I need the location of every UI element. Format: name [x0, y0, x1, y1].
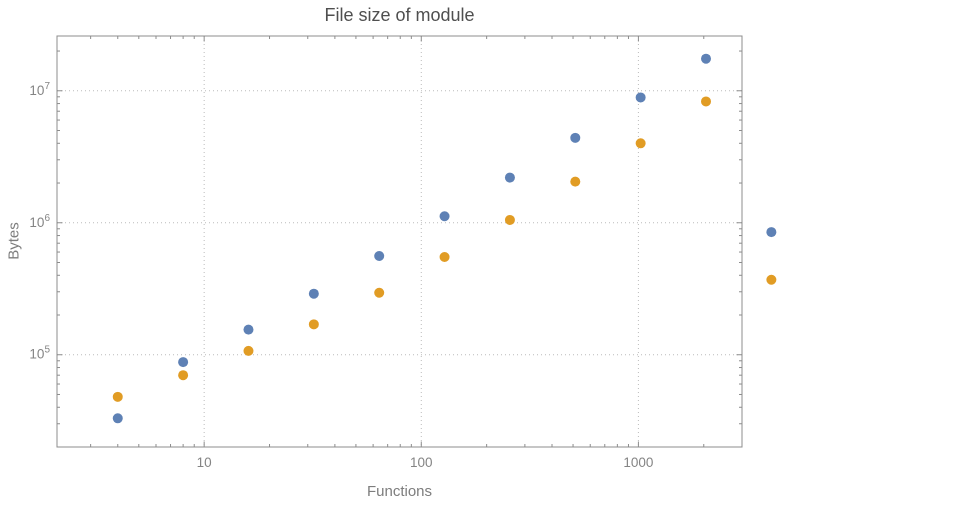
data-point-series-orange: [504, 214, 515, 225]
data-point-series-orange: [178, 370, 189, 381]
x-tick-label: 100: [410, 455, 433, 470]
data-point-series-blue: [504, 172, 515, 183]
data-point-series-blue: [243, 324, 254, 335]
data-point-series-blue: [308, 288, 319, 299]
x-tick-label: 1000: [623, 455, 653, 470]
data-point-series-orange: [308, 319, 319, 330]
data-point-series-orange: [112, 391, 123, 402]
y-tick-label: 105: [29, 345, 50, 362]
chart-title: File size of module: [324, 5, 475, 25]
data-point-series-blue: [439, 211, 450, 222]
data-point-series-blue: [178, 357, 189, 368]
data-point-series-orange: [635, 138, 646, 149]
data-point-series-blue: [112, 413, 123, 424]
data-point-series-blue: [374, 250, 385, 261]
y-tick-label: 106: [29, 213, 50, 230]
data-point-series-orange: [570, 176, 581, 187]
data-point-series-blue: [635, 92, 646, 103]
data-point-series-blue: [766, 227, 777, 238]
data-point-series-orange: [701, 96, 712, 107]
x-axis-label: Functions: [366, 483, 433, 500]
plot-frame: [56, 35, 743, 448]
data-point-series-orange: [766, 274, 777, 285]
data-point-series-blue: [701, 53, 712, 64]
data-point-series-orange: [243, 345, 254, 356]
x-tick-label: 10: [197, 455, 212, 470]
data-point-series-orange: [439, 252, 450, 263]
y-tick-label: 107: [29, 81, 50, 98]
data-point-series-blue: [570, 132, 581, 143]
data-point-series-orange: [374, 287, 385, 298]
